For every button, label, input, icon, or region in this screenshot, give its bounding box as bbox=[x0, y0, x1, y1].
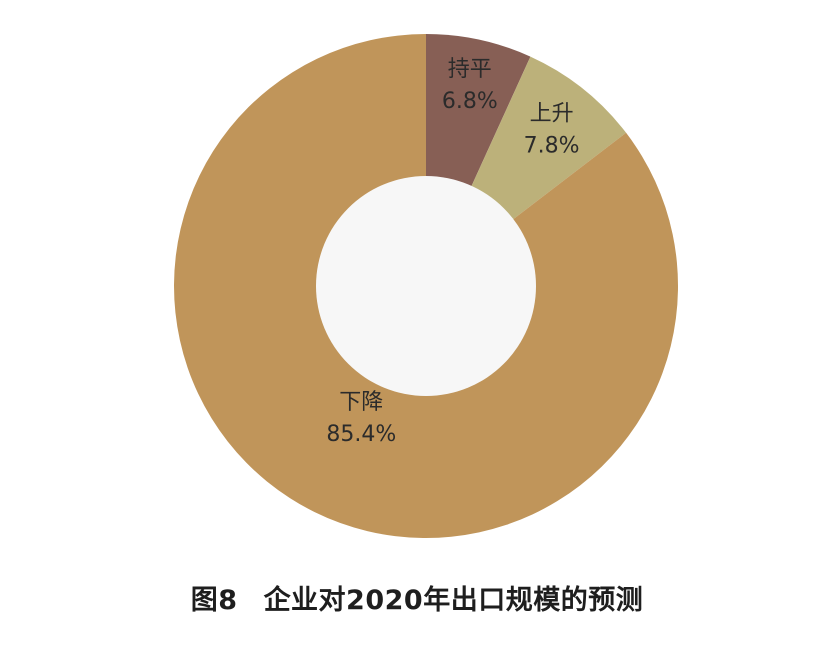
slice-name-label: 下降 bbox=[339, 390, 383, 415]
chart-caption: 图8 企业对2020年出口规模的预测 bbox=[0, 578, 834, 617]
slice-value-label: 85.4% bbox=[326, 422, 396, 447]
figure-number: 图8 bbox=[190, 585, 238, 616]
slice-name-label: 上升 bbox=[530, 101, 574, 126]
slice-value-label: 6.8% bbox=[442, 89, 498, 114]
slice-name-label: 持平 bbox=[448, 57, 492, 82]
labels-layer: 持平 6.8% 上升 7.8% 下降 85.4% bbox=[326, 57, 579, 447]
caption-text: 企业对2020年出口规模的预测 bbox=[263, 585, 644, 616]
donut-hole bbox=[316, 176, 536, 396]
slice-value-label: 7.8% bbox=[524, 133, 580, 158]
